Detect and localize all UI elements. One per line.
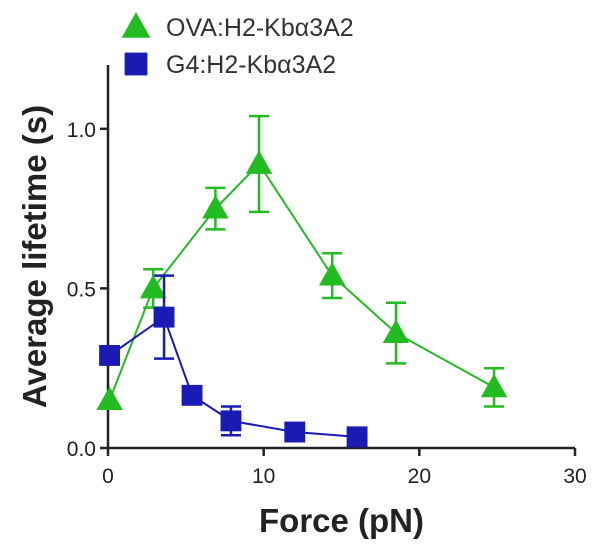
- legend-marker: [124, 52, 148, 76]
- x-tick-label: 0: [102, 465, 114, 488]
- legend-label: OVA:H2-Kbα3A2: [166, 14, 354, 42]
- data-point: [245, 150, 273, 174]
- data-point: [480, 373, 508, 398]
- data-point: [96, 386, 123, 411]
- data-point: [382, 319, 410, 343]
- x-tick-label: 30: [563, 465, 586, 488]
- data-point: [220, 410, 242, 432]
- data-point: [99, 344, 121, 366]
- y-tick-label: 0.5: [67, 278, 96, 301]
- legend-label: G4:H2-Kbα3A2: [166, 51, 336, 79]
- series-0: [96, 114, 508, 411]
- data-point: [153, 306, 175, 328]
- y-tick-label: 1.0: [67, 119, 96, 142]
- data-point: [139, 274, 167, 299]
- series-1: [99, 274, 368, 448]
- series-layer: [96, 114, 508, 448]
- y-tick-label: 0.0: [67, 438, 96, 461]
- legend: OVA:H2-Kbα3A2 G4:H2-Kbα3A2: [121, 12, 354, 79]
- data-point: [284, 421, 306, 443]
- data-point: [202, 194, 229, 219]
- x-tick-label: 20: [408, 465, 431, 488]
- series-line: [108, 162, 495, 401]
- data-point: [346, 426, 368, 448]
- data-point: [181, 384, 203, 406]
- x-axis-title: Force (pN): [259, 502, 424, 539]
- x-tick-label: 10: [252, 465, 275, 488]
- axes: 0 10 20 30 0.0 0.5 1.0: [67, 65, 587, 488]
- data-point: [318, 262, 346, 286]
- legend-marker: [121, 12, 151, 38]
- y-axis-title: Average lifetime (s): [16, 105, 53, 408]
